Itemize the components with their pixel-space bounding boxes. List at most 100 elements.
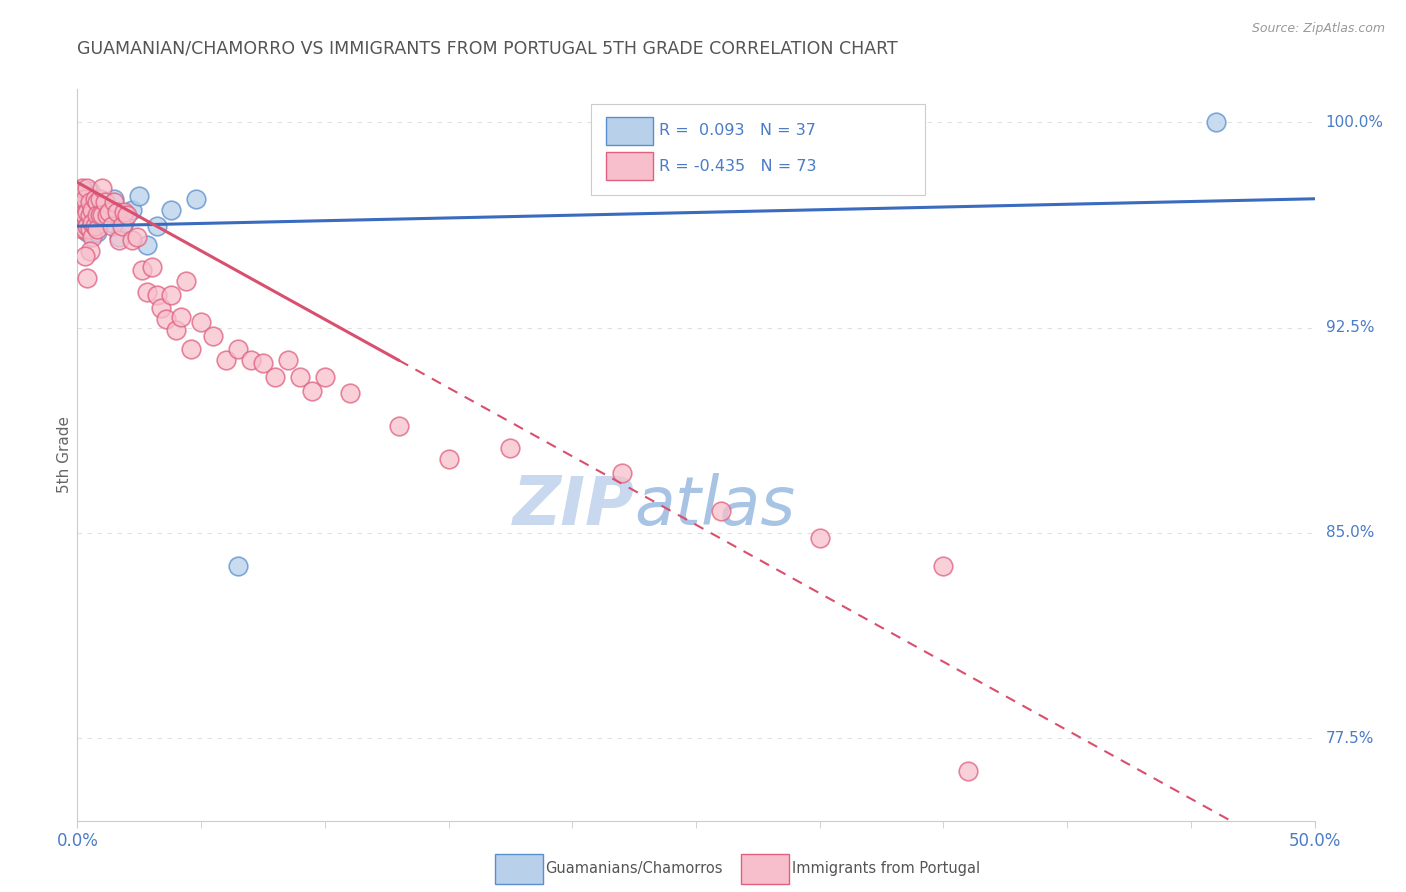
Point — [112, 205, 135, 219]
Point — [190, 315, 212, 329]
Point — [73, 249, 96, 263]
Point — [89, 208, 111, 222]
Point — [131, 263, 153, 277]
Text: 100.0%: 100.0% — [1326, 114, 1384, 129]
Point — [89, 216, 111, 230]
Point — [165, 323, 187, 337]
Point — [226, 558, 249, 573]
Text: R = -0.435   N = 73: R = -0.435 N = 73 — [659, 159, 817, 174]
Point — [150, 301, 173, 316]
Point — [135, 285, 157, 299]
Point — [499, 441, 522, 455]
Point — [86, 225, 108, 239]
Point — [101, 219, 124, 234]
Point — [112, 216, 135, 230]
Point — [73, 186, 96, 201]
Point — [155, 312, 177, 326]
Point — [89, 200, 111, 214]
Point — [108, 230, 131, 244]
Point — [79, 208, 101, 222]
Point — [388, 419, 411, 434]
Point — [215, 353, 238, 368]
Point — [145, 219, 167, 234]
Point — [108, 233, 131, 247]
Point — [73, 202, 96, 217]
Point — [82, 211, 104, 225]
Point — [82, 194, 104, 209]
Point — [91, 208, 114, 222]
Point — [115, 208, 138, 222]
Point — [79, 222, 101, 236]
FancyBboxPatch shape — [606, 153, 652, 180]
Point — [145, 287, 167, 301]
Point — [808, 532, 831, 546]
Point — [96, 211, 118, 225]
Point — [103, 194, 125, 209]
Point — [86, 222, 108, 236]
Text: Immigrants from Portugal: Immigrants from Portugal — [792, 862, 980, 876]
Point — [103, 192, 125, 206]
Text: GUAMANIAN/CHAMORRO VS IMMIGRANTS FROM PORTUGAL 5TH GRADE CORRELATION CHART: GUAMANIAN/CHAMORRO VS IMMIGRANTS FROM PO… — [77, 40, 898, 58]
Point — [160, 287, 183, 301]
Point — [86, 208, 108, 222]
Point — [264, 369, 287, 384]
Point — [91, 181, 114, 195]
Point — [79, 200, 101, 214]
Point — [239, 353, 262, 368]
Point — [76, 219, 98, 234]
FancyBboxPatch shape — [591, 103, 925, 195]
Point — [184, 192, 207, 206]
Point — [82, 230, 104, 244]
Point — [141, 260, 163, 275]
Point — [83, 216, 105, 230]
Point — [437, 452, 460, 467]
Point — [79, 216, 101, 230]
Point — [72, 211, 94, 225]
Point — [83, 200, 105, 214]
Point — [121, 202, 143, 217]
Point — [180, 343, 202, 357]
Point — [170, 310, 193, 324]
Text: 85.0%: 85.0% — [1326, 525, 1374, 541]
Point — [79, 244, 101, 258]
Point — [73, 219, 96, 234]
Point — [301, 384, 323, 398]
Point — [202, 328, 225, 343]
Point — [957, 764, 980, 779]
Point — [69, 202, 91, 217]
Point — [226, 343, 249, 357]
Point — [128, 189, 150, 203]
Point — [1205, 115, 1227, 129]
Point — [98, 205, 121, 219]
Point — [101, 216, 124, 230]
Point — [86, 205, 108, 219]
Point — [125, 230, 148, 244]
Point — [79, 184, 101, 198]
Text: 92.5%: 92.5% — [1326, 320, 1374, 335]
Point — [83, 219, 105, 234]
Point — [82, 216, 104, 230]
Point — [76, 181, 98, 195]
Text: Guamanians/Chamorros: Guamanians/Chamorros — [546, 862, 723, 876]
Point — [72, 184, 94, 198]
Point — [339, 386, 361, 401]
Point — [73, 208, 96, 222]
Point — [79, 194, 101, 209]
Point — [76, 205, 98, 219]
Point — [610, 466, 633, 480]
Point — [86, 194, 108, 209]
Point — [72, 222, 94, 236]
Point — [76, 225, 98, 239]
Point — [160, 202, 183, 217]
Point — [73, 222, 96, 236]
Text: 77.5%: 77.5% — [1326, 731, 1374, 746]
Text: R =  0.093   N = 37: R = 0.093 N = 37 — [659, 123, 815, 138]
Point — [710, 504, 733, 518]
Point — [93, 194, 115, 209]
Point — [82, 202, 104, 217]
Point — [314, 369, 336, 384]
Point — [69, 192, 91, 206]
Point — [96, 208, 118, 222]
FancyBboxPatch shape — [606, 117, 652, 145]
Point — [93, 202, 115, 217]
